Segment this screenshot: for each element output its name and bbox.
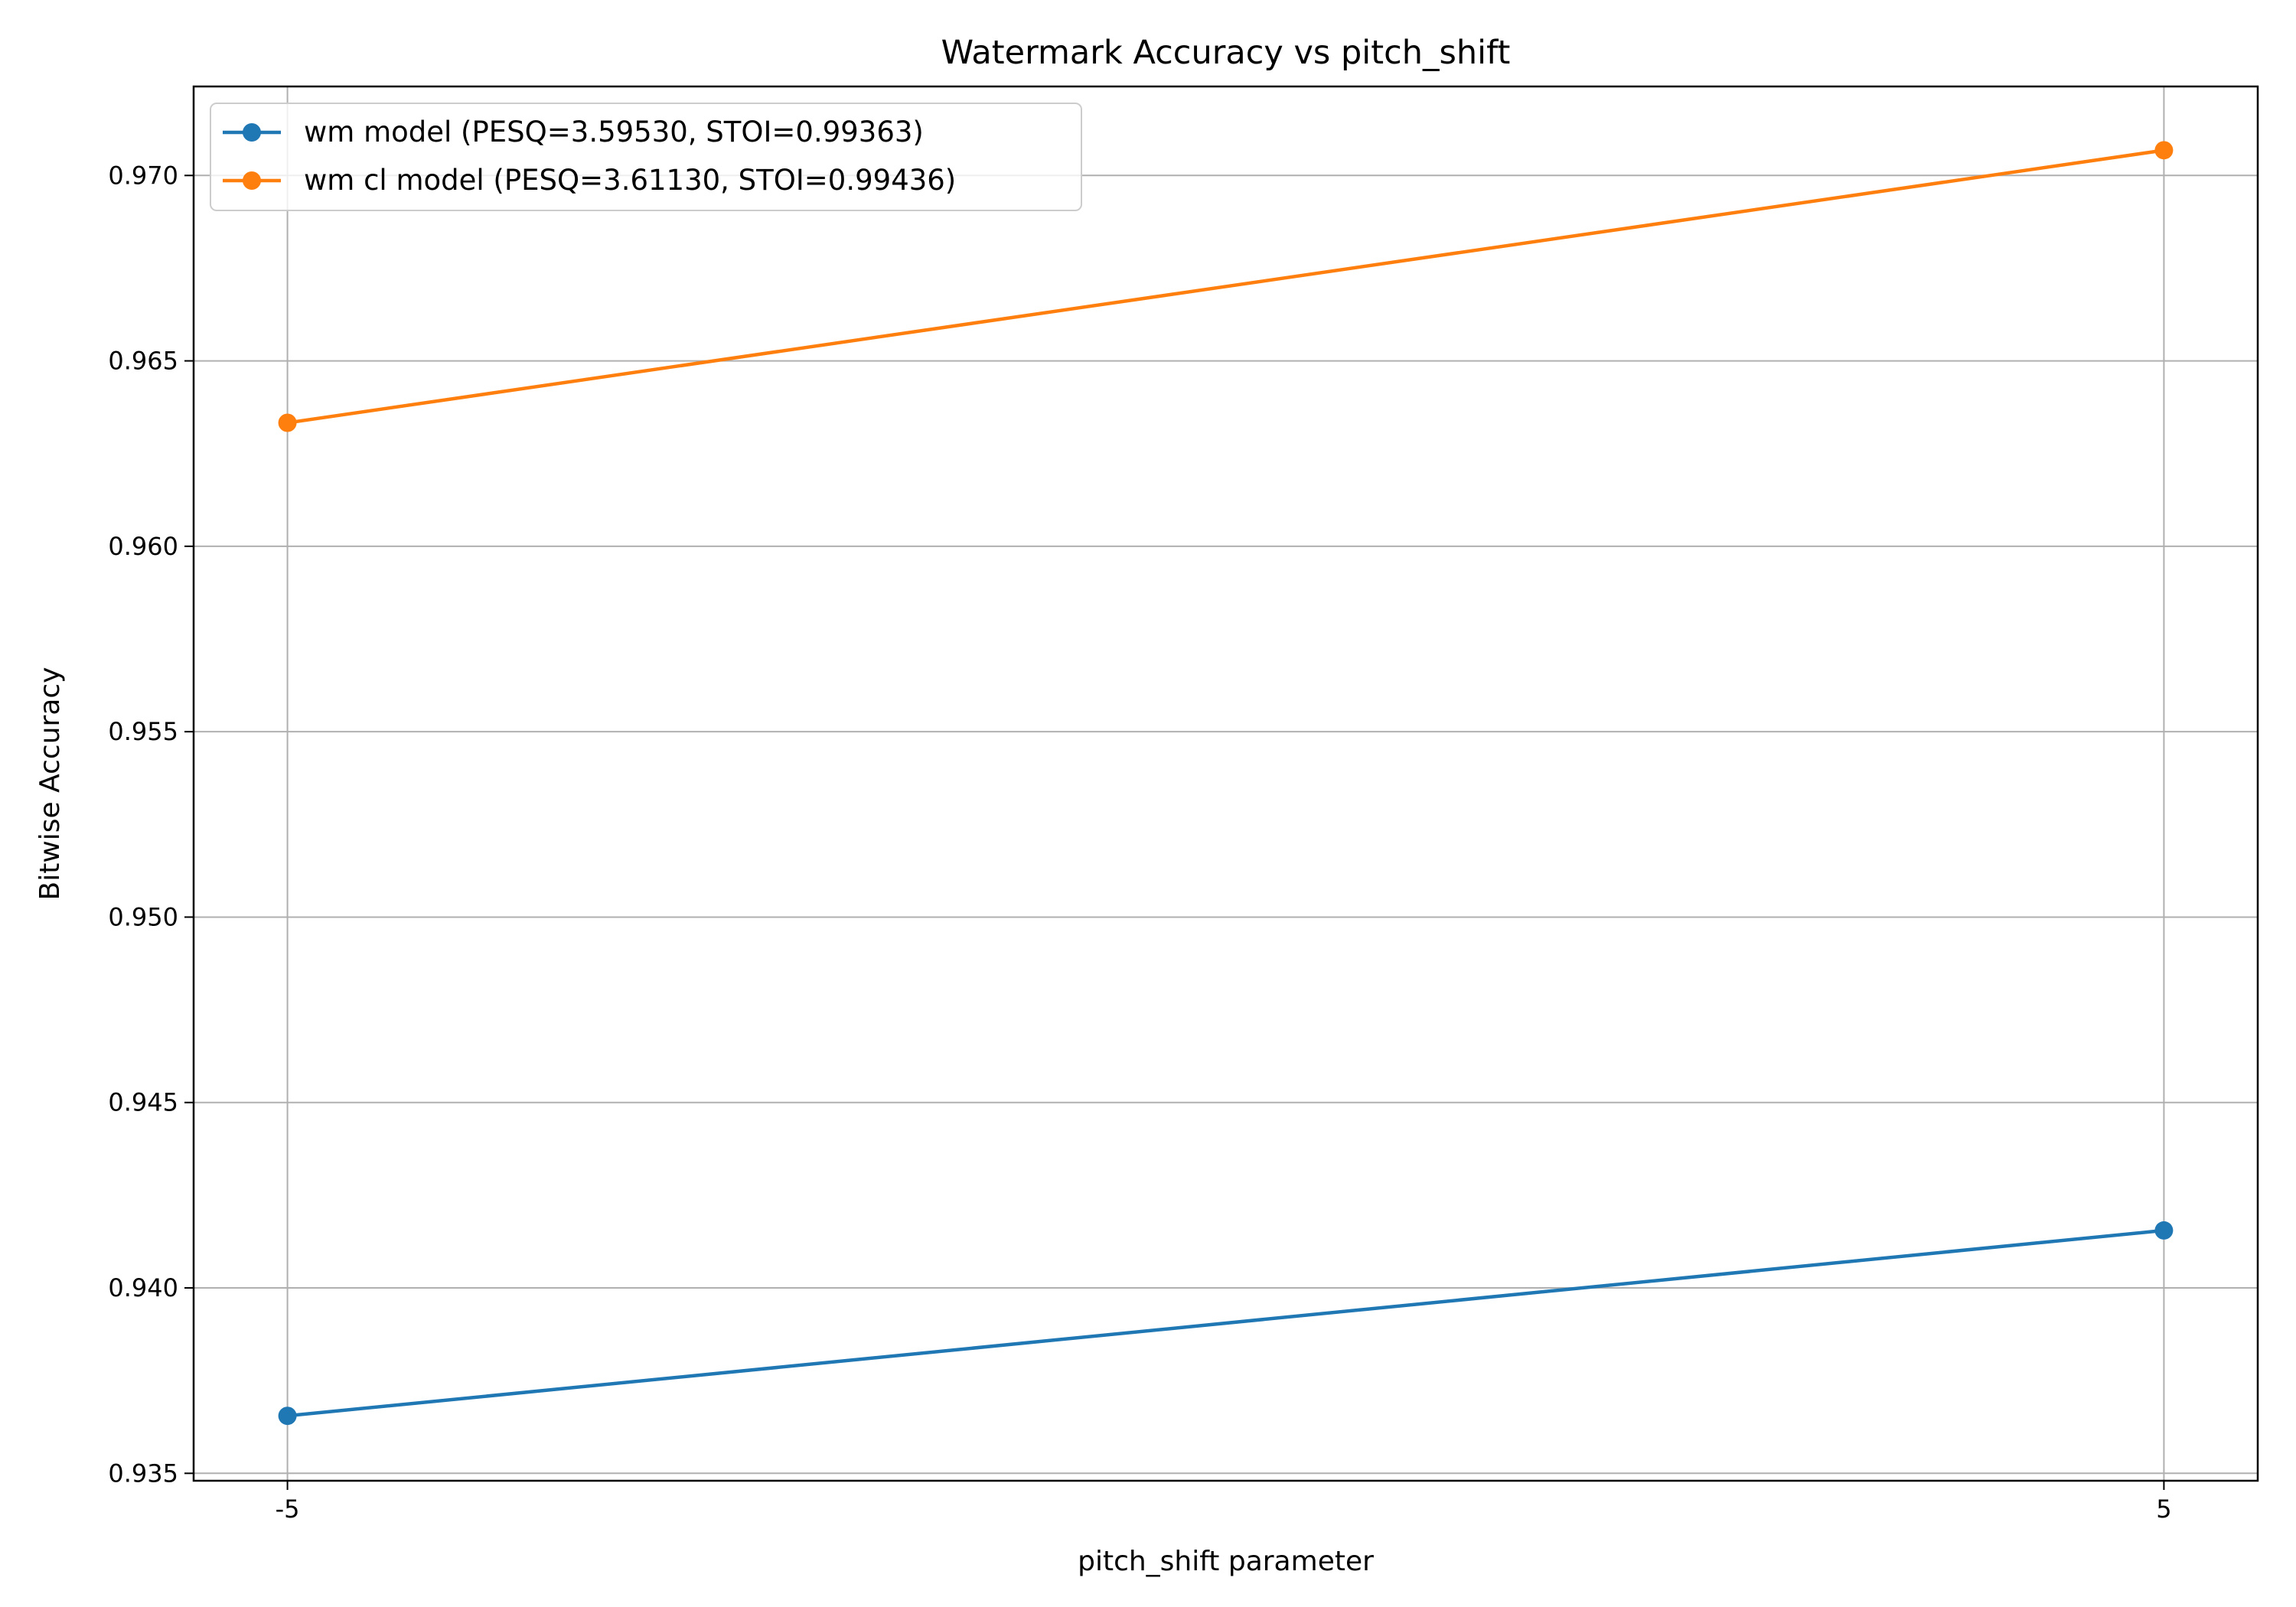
data-point <box>2154 1221 2174 1240</box>
legend-item: wm model (PESQ=3.59530, STOI=0.99363) <box>223 116 924 148</box>
legend-box <box>210 103 1082 211</box>
x-tick-label: 5 <box>2156 1495 2171 1524</box>
y-axis-ticks: 0.935 0.940 0.945 0.950 0.955 0.960 0.965 0.970 <box>108 161 194 1488</box>
y-tick-label: 0.950 <box>108 902 178 931</box>
chart-title: Watermark Accuracy vs pitch_shift <box>941 34 1511 72</box>
x-axis-ticks: -5 5 <box>276 1481 2172 1524</box>
x-tick-label: -5 <box>276 1495 300 1524</box>
legend: wm model (PESQ=3.59530, STOI=0.99363) wm … <box>210 103 1082 211</box>
grid <box>194 86 2258 1481</box>
y-tick-label: 0.935 <box>108 1459 178 1488</box>
legend-marker <box>243 171 261 190</box>
y-tick-label: 0.955 <box>108 717 178 746</box>
legend-marker <box>243 123 261 142</box>
y-tick-label: 0.970 <box>108 161 178 190</box>
data-point <box>278 1407 297 1426</box>
series-line <box>287 1228 2164 1418</box>
y-tick-label: 0.965 <box>108 347 178 376</box>
data-point <box>278 413 297 432</box>
x-axis-label: pitch_shift parameter <box>1078 1546 1374 1577</box>
legend-label: wm model (PESQ=3.59530, STOI=0.99363) <box>304 116 924 148</box>
series-layer <box>278 141 2174 1426</box>
y-tick-label: 0.960 <box>108 532 178 561</box>
data-point <box>2154 141 2174 160</box>
y-axis-label: Bitwise Accuracy <box>34 667 66 901</box>
y-tick-label: 0.945 <box>108 1088 178 1117</box>
legend-item: wm cl model (PESQ=3.61130, STOI=0.99436) <box>223 164 956 197</box>
series-line <box>287 148 2164 425</box>
plot-frame <box>192 85 2259 1482</box>
y-tick-label: 0.940 <box>108 1273 178 1302</box>
series-2 <box>278 141 2174 432</box>
series-1 <box>278 1221 2174 1426</box>
legend-label: wm cl model (PESQ=3.61130, STOI=0.99436) <box>304 164 956 197</box>
